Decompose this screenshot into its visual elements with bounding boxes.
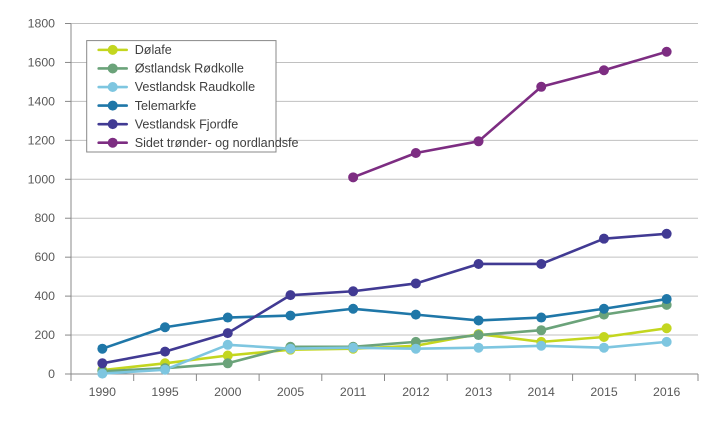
svg-text:2011: 2011 — [340, 385, 367, 399]
svg-text:600: 600 — [34, 250, 55, 264]
svg-text:Vestlandsk Raudkolle: Vestlandsk Raudkolle — [135, 80, 255, 94]
svg-text:Dølafe: Dølafe — [135, 43, 172, 57]
svg-text:400: 400 — [34, 289, 55, 303]
svg-text:2016: 2016 — [653, 385, 681, 399]
svg-text:1600: 1600 — [28, 55, 56, 69]
svg-text:1200: 1200 — [28, 133, 56, 147]
svg-text:1990: 1990 — [89, 385, 117, 399]
svg-text:1000: 1000 — [28, 172, 56, 186]
svg-text:800: 800 — [34, 211, 55, 225]
svg-text:1800: 1800 — [28, 17, 56, 31]
svg-text:1400: 1400 — [28, 94, 56, 108]
svg-text:2005: 2005 — [277, 385, 305, 399]
svg-text:Vestlandsk Fjordfe: Vestlandsk Fjordfe — [135, 117, 239, 131]
svg-text:Sidet trønder- og nordlandsfe: Sidet trønder- og nordlandsfe — [135, 136, 299, 150]
svg-text:2015: 2015 — [590, 385, 618, 399]
svg-text:200: 200 — [34, 328, 55, 342]
svg-text:2012: 2012 — [402, 385, 430, 399]
svg-text:2000: 2000 — [214, 385, 242, 399]
svg-text:2013: 2013 — [465, 385, 493, 399]
svg-text:Østlandsk Rødkolle: Østlandsk Rødkolle — [135, 62, 244, 76]
svg-text:2014: 2014 — [528, 385, 556, 399]
svg-text:Telemarkfe: Telemarkfe — [135, 99, 197, 113]
svg-text:0: 0 — [48, 367, 55, 381]
svg-text:1995: 1995 — [151, 385, 179, 399]
